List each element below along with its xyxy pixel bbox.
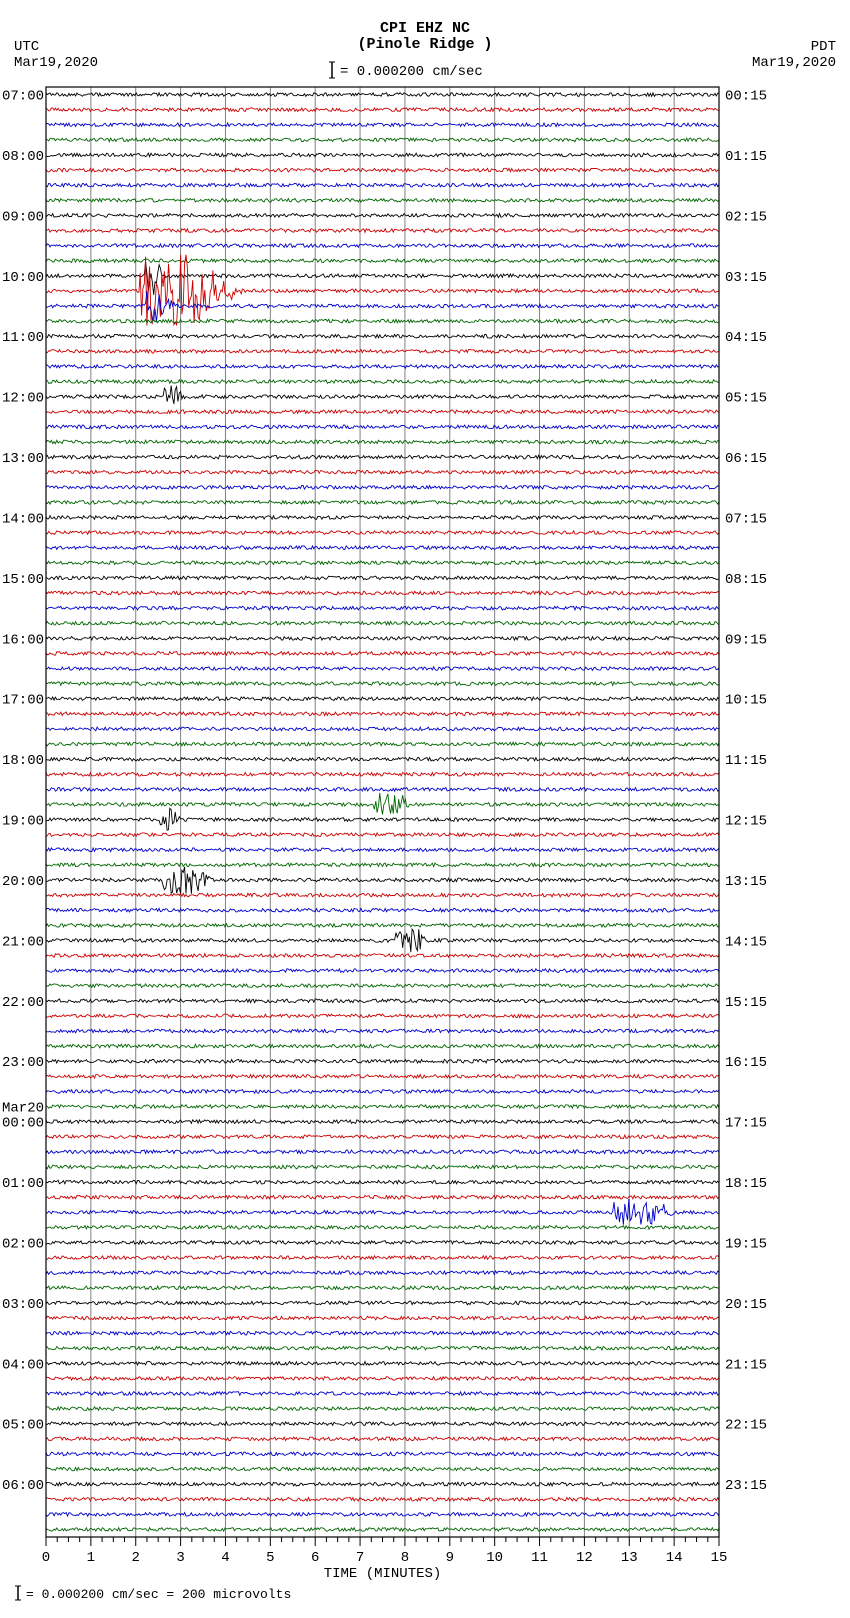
x-tick-label: 8 [401,1550,409,1566]
utc-time-label: 09:00 [2,209,44,225]
pdt-time-label: 00:15 [725,89,767,105]
pdt-time-label: 08:15 [725,572,767,588]
utc-label: UTC [14,39,39,55]
pdt-time-label: 14:15 [725,934,767,950]
pdt-time-label: 09:15 [725,632,767,648]
utc-time-label: 06:00 [2,1478,44,1494]
utc-time-label: 22:00 [2,995,44,1011]
utc-time-label: 04:00 [2,1357,44,1373]
utc-time-label: 20:00 [2,874,44,890]
pdt-time-label: 20:15 [725,1297,767,1313]
pdt-time-label: 23:15 [725,1478,767,1494]
utc-time-label: Mar20 [2,1101,44,1117]
utc-time-label: 18:00 [2,753,44,769]
utc-time-label: 00:00 [2,1116,44,1132]
x-tick-label: 2 [132,1550,140,1566]
location-label: (Pinole Ridge ) [357,36,492,53]
utc-time-label: 16:00 [2,632,44,648]
pdt-time-label: 17:15 [725,1116,767,1132]
utc-time-label: 14:00 [2,511,44,527]
utc-time-label: 01:00 [2,1176,44,1192]
pdt-time-label: 15:15 [725,995,767,1011]
x-tick-label: 4 [221,1550,229,1566]
pdt-time-label: 19:15 [725,1236,767,1252]
pdt-time-label: 18:15 [725,1176,767,1192]
x-tick-label: 7 [356,1550,364,1566]
pdt-time-label: 16:15 [725,1055,767,1071]
station-label: CPI EHZ NC [380,20,470,37]
pdt-label: PDT [811,39,836,55]
pdt-time-label: 12:15 [725,814,767,830]
x-tick-label: 14 [666,1550,683,1566]
utc-time-label: 17:00 [2,693,44,709]
x-axis-label: TIME (MINUTES) [324,1566,442,1582]
utc-time-label: 11:00 [2,330,44,346]
pdt-time-label: 03:15 [725,270,767,286]
pdt-time-label: 22:15 [725,1418,767,1434]
pdt-time-label: 05:15 [725,391,767,407]
utc-time-label: 02:00 [2,1236,44,1252]
x-tick-label: 10 [486,1550,503,1566]
utc-time-label: 23:00 [2,1055,44,1071]
pdt-time-label: 01:15 [725,149,767,165]
utc-time-label: 03:00 [2,1297,44,1313]
x-tick-label: 1 [87,1550,95,1566]
utc-time-label: 08:00 [2,149,44,165]
pdt-time-label: 11:15 [725,753,767,769]
pdt-time-label: 02:15 [725,209,767,225]
x-tick-label: 12 [576,1550,593,1566]
utc-time-label: 21:00 [2,934,44,950]
footer-scale: = 0.000200 cm/sec = 200 microvolts [26,1587,291,1602]
utc-time-label: 15:00 [2,572,44,588]
utc-time-label: 19:00 [2,814,44,830]
x-tick-label: 3 [176,1550,184,1566]
pdt-date: Mar19,2020 [752,55,836,71]
pdt-time-label: 07:15 [725,511,767,527]
utc-time-label: 05:00 [2,1418,44,1434]
utc-time-label: 07:00 [2,89,44,105]
x-tick-label: 13 [621,1550,638,1566]
seismogram-chart: CPI EHZ NC(Pinole Ridge ) = 0.000200 cm/s… [0,0,850,1613]
pdt-time-label: 10:15 [725,693,767,709]
x-tick-label: 9 [446,1550,454,1566]
utc-time-label: 13:00 [2,451,44,467]
pdt-time-label: 13:15 [725,874,767,890]
pdt-time-label: 21:15 [725,1357,767,1373]
utc-time-label: 12:00 [2,391,44,407]
utc-time-label: 10:00 [2,270,44,286]
pdt-time-label: 04:15 [725,330,767,346]
x-tick-label: 0 [42,1550,50,1566]
scale-label: = 0.000200 cm/sec [340,64,483,80]
x-tick-label: 15 [711,1550,728,1566]
x-tick-label: 6 [311,1550,319,1566]
x-tick-label: 11 [531,1550,548,1566]
pdt-time-label: 06:15 [725,451,767,467]
utc-date: Mar19,2020 [14,55,98,71]
x-tick-label: 5 [266,1550,274,1566]
